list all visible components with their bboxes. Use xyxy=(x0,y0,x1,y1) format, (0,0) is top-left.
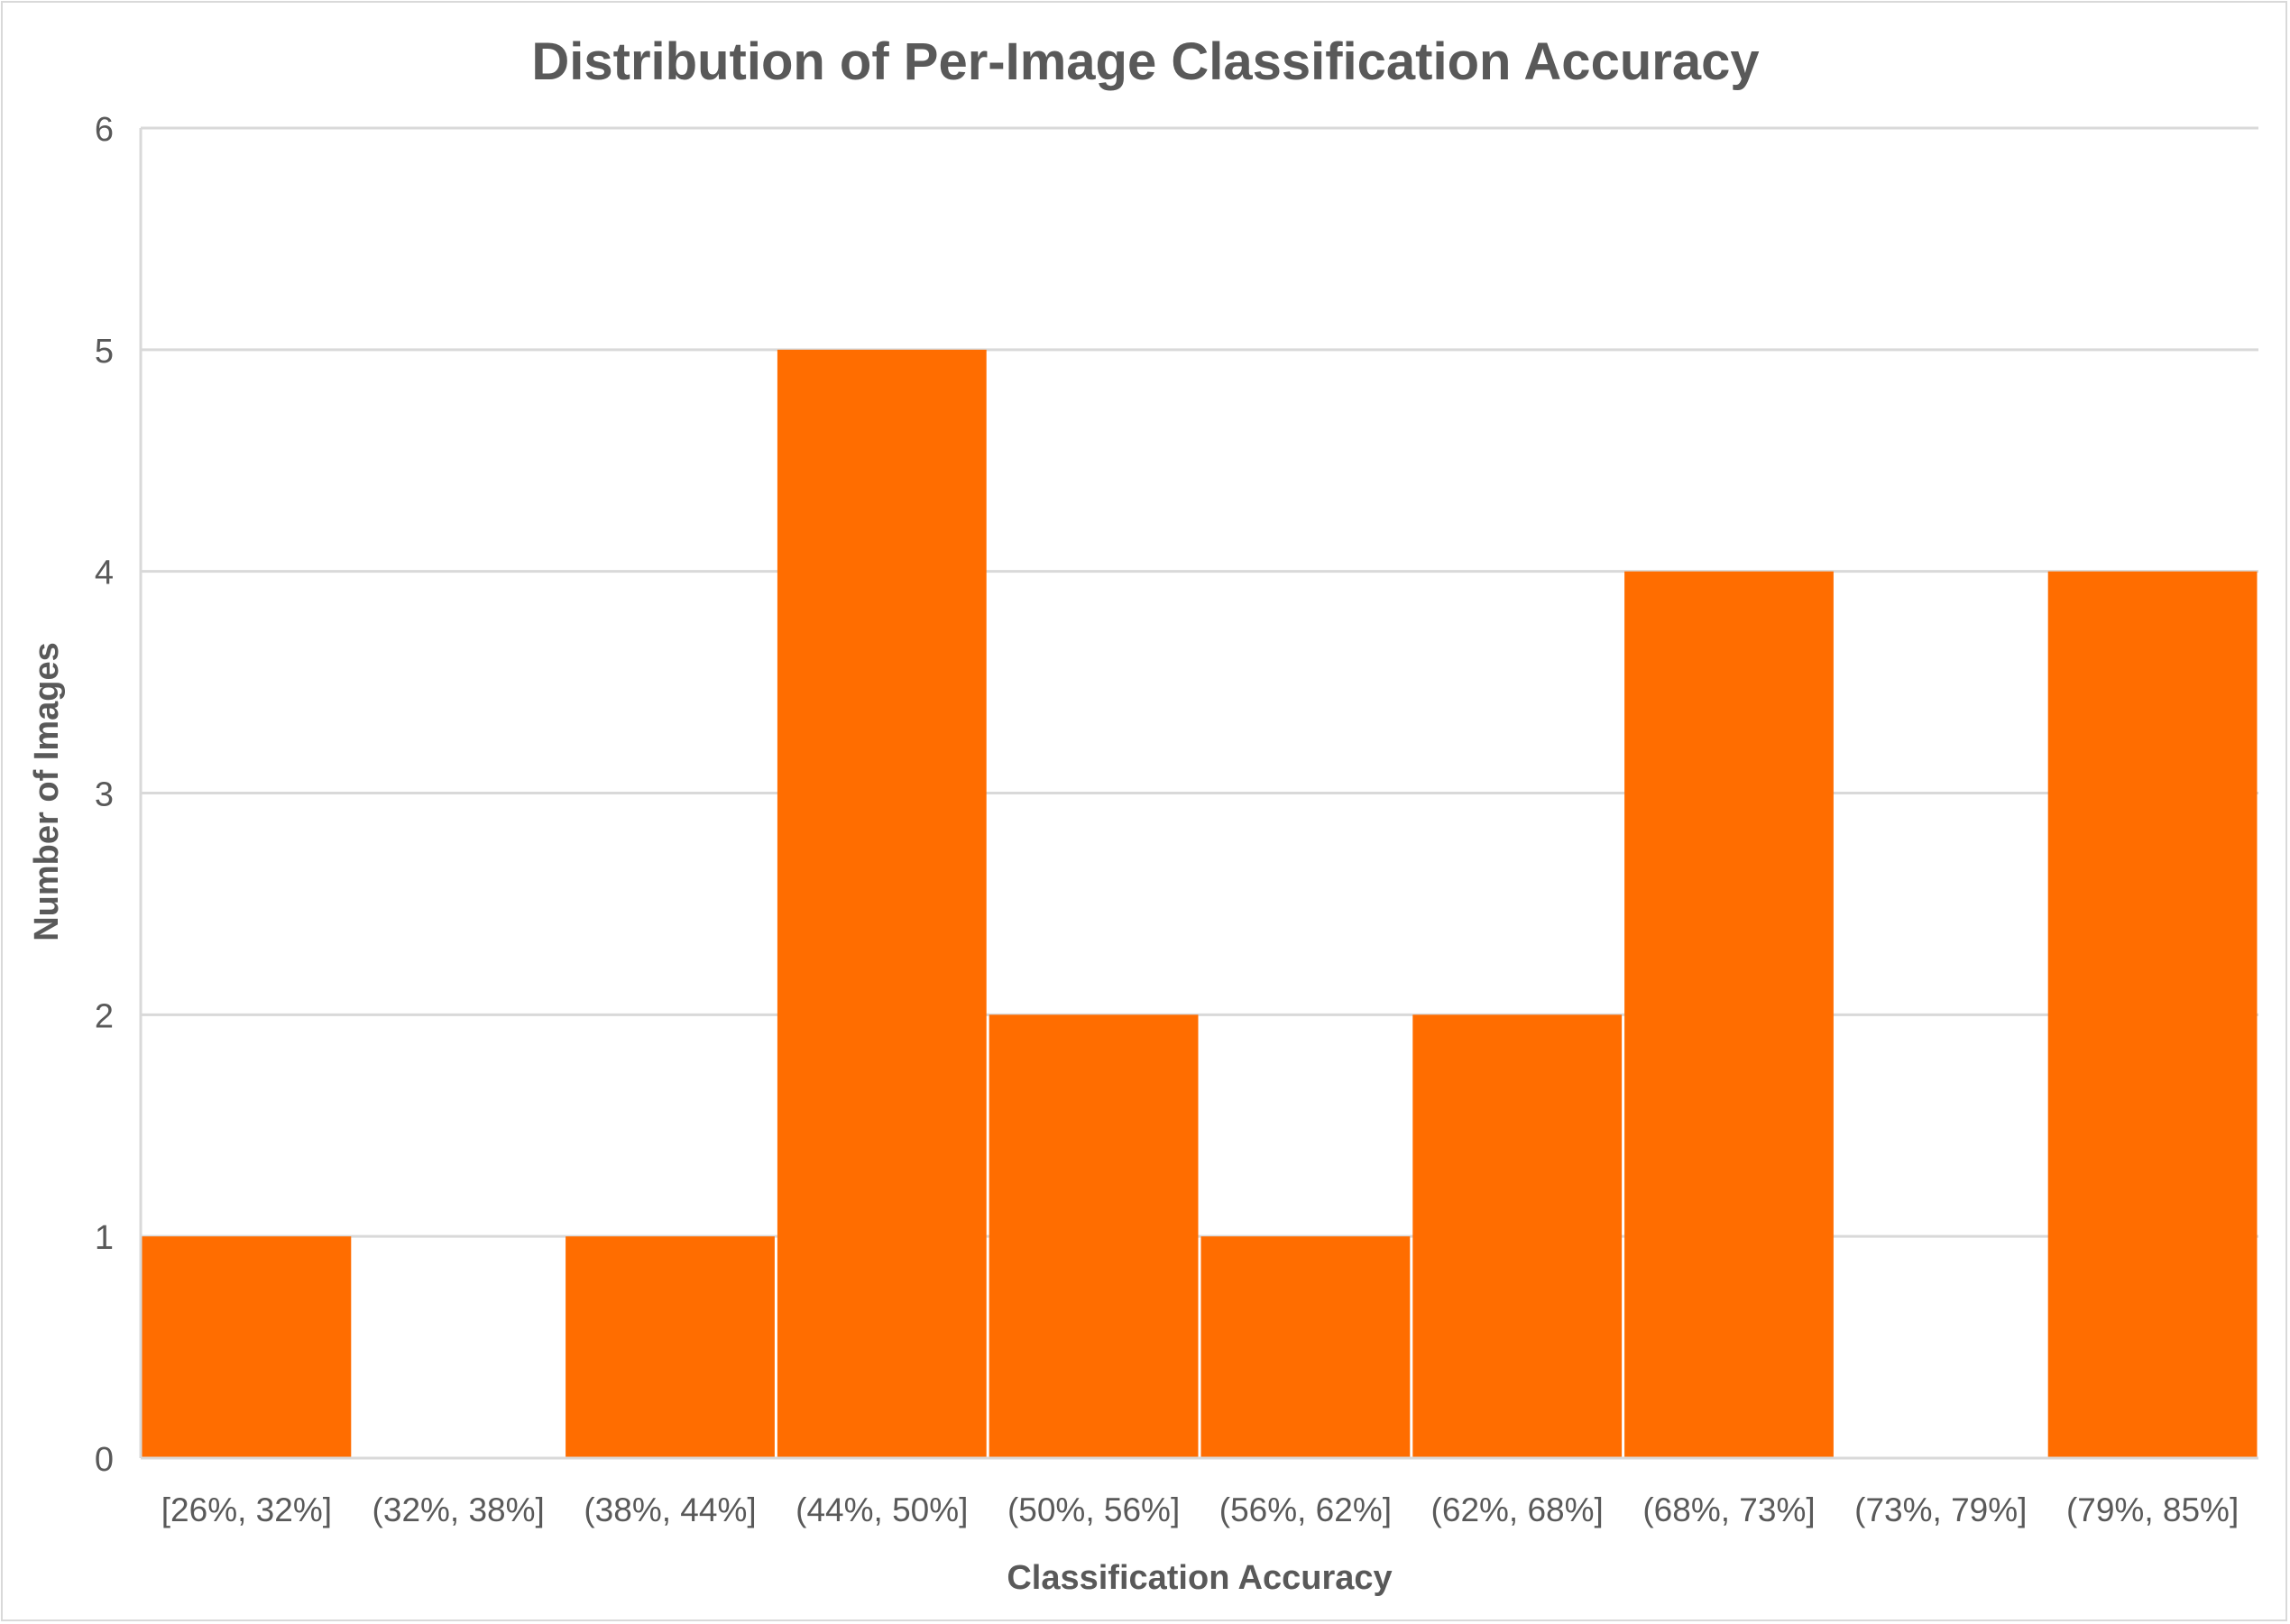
bars xyxy=(142,349,2258,1458)
x-tick-label: (56%, 62%] xyxy=(1219,1491,1392,1528)
bar-0 xyxy=(142,1236,352,1458)
x-axis-label: Classification Accuracy xyxy=(1007,1559,1392,1597)
y-tick-label: 6 xyxy=(95,111,114,149)
y-tick-label: 0 xyxy=(95,1441,114,1479)
x-tick-label: [26%, 32%] xyxy=(161,1491,332,1528)
x-tick-label: (73%, 79%] xyxy=(1854,1491,2027,1528)
x-tick-labels: [26%, 32%] (32%, 38%] (38%, 44%] (44%, 50%]… xyxy=(161,1491,2239,1528)
y-tick-label: 4 xyxy=(95,555,114,592)
bar-5 xyxy=(1200,1236,1411,1458)
x-tick-label: (68%, 73%] xyxy=(1642,1491,1815,1528)
bar-6 xyxy=(1412,1014,1623,1458)
axes xyxy=(139,128,2258,1460)
bar-3 xyxy=(777,349,987,1458)
chart-title: Distribution of Per-Image Classification… xyxy=(531,32,1759,91)
y-tick-labels: 0 1 2 3 4 5 6 xyxy=(95,111,114,1479)
x-tick-label: (38%, 44%] xyxy=(584,1491,756,1528)
bar-7 xyxy=(1624,571,1834,1458)
x-tick-label: (62%, 68%] xyxy=(1431,1491,1604,1528)
y-tick-label: 3 xyxy=(95,776,114,814)
bar-9 xyxy=(2047,571,2258,1458)
x-tick-label: (32%, 38%] xyxy=(372,1491,545,1528)
y-tick-label: 1 xyxy=(95,1219,114,1257)
x-tick-label: (79%, 85%] xyxy=(2066,1491,2239,1528)
y-tick-label: 2 xyxy=(95,997,114,1035)
y-axis-label: Number of Images xyxy=(28,642,66,941)
gridlines xyxy=(141,126,2258,1238)
bar-4 xyxy=(989,1014,1199,1458)
y-tick-label: 5 xyxy=(95,333,114,371)
x-tick-label: (50%, 56%] xyxy=(1007,1491,1180,1528)
bar-2 xyxy=(566,1236,775,1458)
x-tick-label: (44%, 50%] xyxy=(796,1491,968,1528)
